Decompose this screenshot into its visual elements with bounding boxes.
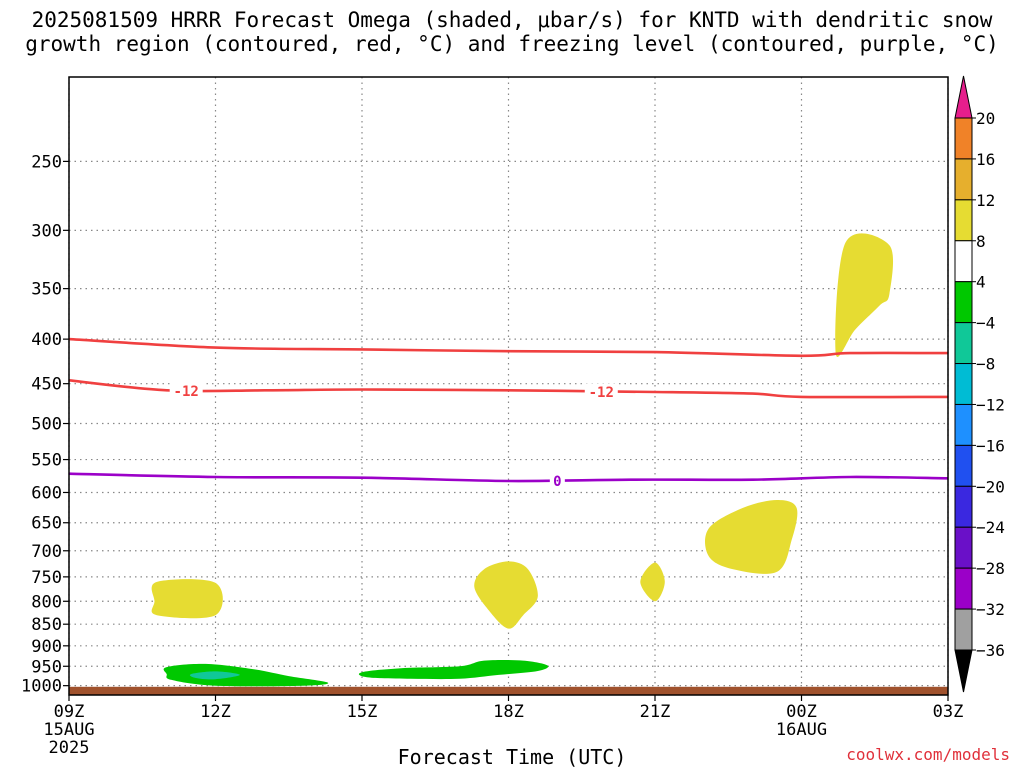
contour-label-bg	[549, 472, 565, 489]
colorbar-bin	[954, 444, 973, 487]
contour-line	[68, 379, 949, 399]
y-tick-label: 650	[31, 514, 62, 534]
omega-region	[358, 659, 549, 680]
colorbar-label: 4	[976, 273, 986, 292]
omega-region	[163, 663, 329, 687]
y-tick-label: 500	[31, 415, 62, 435]
y-tick-label: 800	[31, 592, 62, 612]
colorbar-high-arrow	[954, 75, 973, 119]
y-tick-label: 1000	[21, 677, 62, 697]
colorbar-label: −24	[976, 518, 1005, 537]
colorbar-label: −8	[976, 355, 995, 374]
colorbar-bin	[954, 526, 973, 569]
contour-line	[68, 472, 949, 483]
y-tick-label: 400	[31, 330, 62, 350]
x-axis-label: Forecast Time (UTC)	[397, 745, 627, 769]
y-tick-label: 250	[31, 152, 62, 172]
y-tick-label: 850	[31, 615, 62, 635]
colorbar-bin	[954, 199, 973, 242]
colorbar-bin	[954, 403, 973, 446]
y-tick-label: 900	[31, 637, 62, 657]
x-tick-label: 15Z	[347, 702, 378, 722]
temperature-contours: -12 -12 0	[68, 337, 949, 490]
credit-link[interactable]: coolwx.com/models	[846, 745, 1010, 764]
colorbar-bin	[954, 281, 973, 324]
x-tick-date: 15AUG	[43, 720, 94, 740]
colorbar-label: −32	[976, 600, 1005, 619]
colorbar-label: 12	[976, 191, 995, 210]
contour-label: -12	[589, 385, 614, 401]
colorbar-label: −4	[976, 314, 995, 333]
y-tick-label: 300	[31, 221, 62, 241]
y-tick-label: 750	[31, 568, 62, 588]
omega-region	[189, 671, 240, 680]
x-tick-date: 16AUG	[776, 720, 827, 740]
colorbar: −36 −32 −28 −24 −20 −16 −12 −8 −4 4 8 12 16 20	[954, 75, 1005, 693]
colorbar-bin	[954, 567, 973, 610]
omega-region	[151, 579, 223, 619]
chart-title-line-1: 2025081509 HRRR Forecast Omega (shaded, …	[31, 8, 993, 32]
colorbar-bin	[954, 322, 973, 365]
colorbar-label: 16	[976, 150, 995, 169]
x-tick-year: 2025	[49, 738, 90, 758]
y-tick-label: 450	[31, 375, 62, 395]
y-tick-label: 550	[31, 451, 62, 471]
terrain-band-fill	[69, 686, 948, 695]
terrain-band	[69, 686, 948, 695]
x-tick-label: 00Z	[786, 702, 817, 722]
colorbar-bin	[954, 240, 973, 283]
omega-region	[640, 562, 665, 602]
colorbar-label: 20	[976, 109, 995, 128]
contour-label-bg	[169, 382, 203, 399]
chart-title-line-2: growth region (contoured, red, °C) and f…	[25, 32, 999, 56]
y-tick-label: 600	[31, 483, 62, 503]
contour-line	[68, 337, 949, 358]
colorbar-bin	[954, 117, 973, 160]
contour-label-bg	[584, 383, 618, 400]
x-tick-label: 18Z	[493, 702, 524, 722]
colorbar-bin	[954, 485, 973, 528]
colorbar-label: −28	[976, 559, 1005, 578]
colorbar-bin	[954, 158, 973, 201]
x-tick-label: 21Z	[640, 702, 671, 722]
colorbar-label: −12	[976, 395, 1005, 414]
colorbar-label: −16	[976, 436, 1005, 455]
colorbar-bin	[954, 363, 973, 405]
omega-region	[474, 561, 538, 629]
omega-region	[835, 233, 894, 357]
x-tick-label: 09Z	[54, 702, 85, 722]
colorbar-label: −20	[976, 477, 1005, 496]
y-tick-label: 350	[31, 280, 62, 300]
x-tick-label: 12Z	[200, 702, 231, 722]
omega-shaded-regions	[151, 233, 894, 687]
contour-label: -12	[174, 384, 199, 400]
y-tick-label: 700	[31, 542, 62, 562]
colorbar-label: 8	[976, 232, 986, 251]
colorbar-label: −36	[976, 641, 1005, 660]
omega-region	[705, 500, 798, 574]
colorbar-bin	[954, 608, 973, 651]
colorbar-low-arrow	[954, 649, 973, 693]
x-tick-label: 03Z	[933, 702, 964, 722]
y-tick-label: 950	[31, 657, 62, 677]
contour-label: 0	[553, 474, 561, 490]
y-axis-tick-labels: 2503003504004505005506006507007508008509…	[21, 152, 69, 697]
